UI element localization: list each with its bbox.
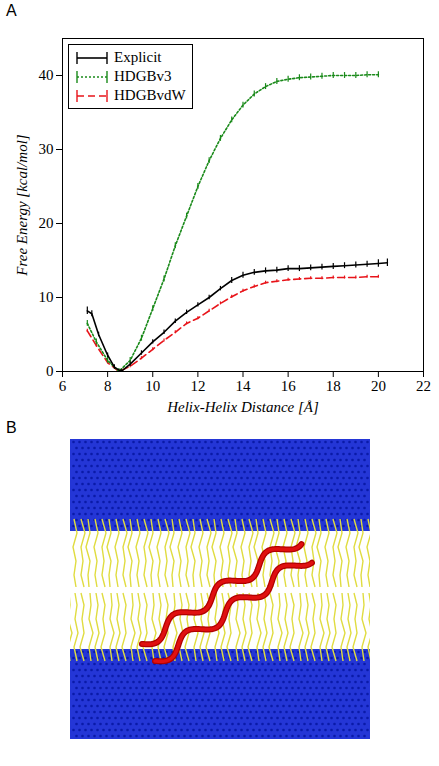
svg-text:10: 10	[145, 378, 160, 394]
svg-text:Free Energy [kcal/mol]: Free Energy [kcal/mol]	[14, 134, 30, 277]
svg-text:14: 14	[236, 378, 252, 394]
svg-text:0: 0	[46, 363, 54, 379]
html-text:B: B	[6, 419, 17, 436]
html-text:A: A	[6, 2, 17, 19]
svg-text:30: 30	[39, 141, 54, 157]
html-text:HDGBvdW: HDGBvdW	[114, 87, 186, 103]
svg-text:Helix-Helix Distance [Å]: Helix-Helix Distance [Å]	[166, 399, 319, 415]
html-text:Explicit: Explicit	[114, 49, 162, 65]
svg-text:20: 20	[39, 215, 54, 231]
svg-text:6: 6	[59, 378, 67, 394]
svg-text:8: 8	[104, 378, 112, 394]
svg-text:12: 12	[190, 378, 205, 394]
html-text:HDGBv3: HDGBv3	[114, 68, 172, 84]
svg-text:10: 10	[39, 289, 54, 305]
svg-text:20: 20	[371, 378, 386, 394]
svg-text:40: 40	[39, 67, 54, 83]
svg-text:16: 16	[281, 378, 297, 394]
svg-text:18: 18	[326, 378, 341, 394]
svg-text:22: 22	[416, 378, 431, 394]
